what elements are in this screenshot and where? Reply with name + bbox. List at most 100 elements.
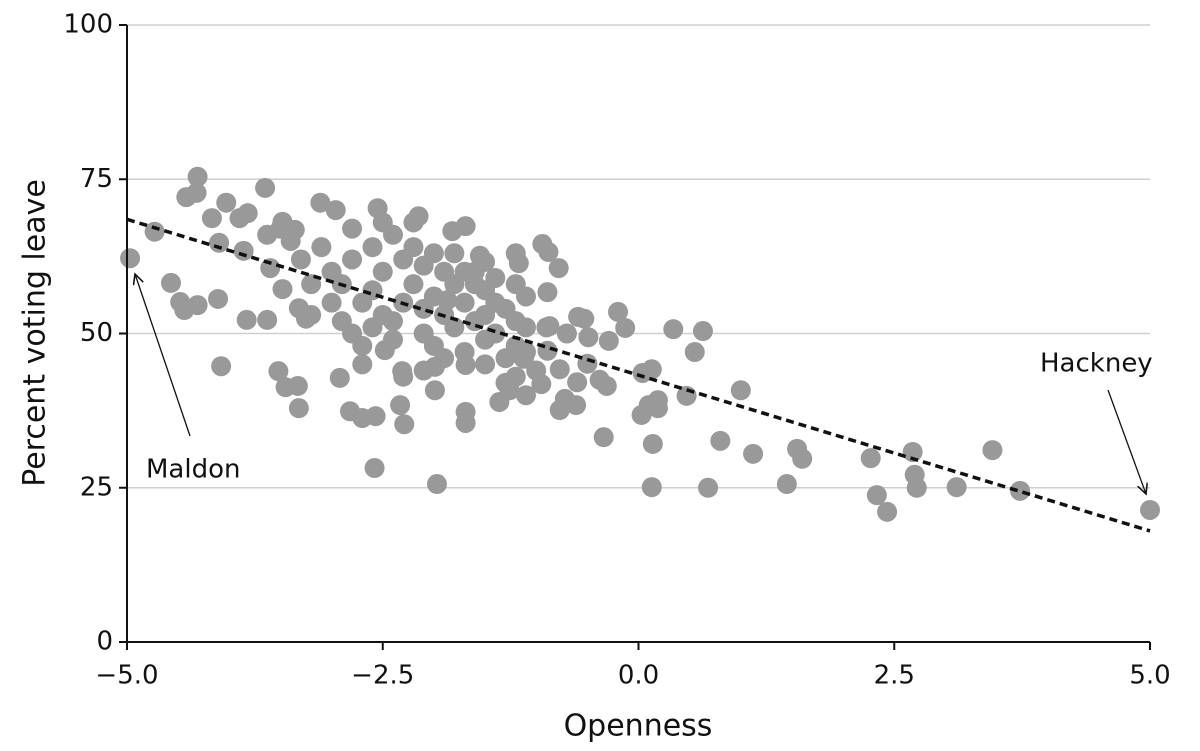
point <box>216 192 237 213</box>
x-tick-label: 2.5 <box>874 661 915 691</box>
point <box>593 427 614 448</box>
point <box>556 323 577 344</box>
point <box>393 366 414 387</box>
point <box>311 237 332 258</box>
point <box>508 253 529 274</box>
y-tick-label: 25 <box>80 472 113 502</box>
point <box>403 274 424 295</box>
point <box>233 240 254 261</box>
y-tick-label: 75 <box>80 164 113 194</box>
point <box>567 372 588 393</box>
point <box>792 448 813 469</box>
point <box>187 295 208 316</box>
point <box>475 304 496 325</box>
point <box>515 342 536 363</box>
point <box>730 380 751 401</box>
y-tick-label: 50 <box>80 318 113 348</box>
point <box>426 474 447 495</box>
point <box>301 274 322 295</box>
annotation: Maldon <box>146 455 240 485</box>
overlay: 0 25 50 75 100 −5.0 −2.5 0.0 2.5 5.0 <box>63 10 1170 691</box>
point <box>352 335 373 356</box>
point <box>272 279 293 300</box>
point <box>475 329 496 350</box>
point <box>329 367 350 388</box>
y-tick-label: 0 <box>96 627 113 657</box>
point <box>209 232 230 253</box>
point <box>1010 480 1031 501</box>
point <box>187 166 208 187</box>
point <box>321 292 342 313</box>
point <box>515 385 536 406</box>
points <box>120 166 1160 522</box>
point <box>413 360 434 381</box>
point <box>211 356 232 377</box>
point <box>362 237 383 258</box>
point <box>455 412 476 433</box>
x-axis-label: Openness <box>564 709 713 744</box>
y-axis-label: Percent voting leave <box>18 179 53 487</box>
point <box>372 261 393 282</box>
point <box>615 317 636 338</box>
point <box>287 375 308 396</box>
point <box>946 477 967 498</box>
point <box>902 441 923 462</box>
point <box>698 477 719 498</box>
point <box>342 218 363 239</box>
point <box>365 406 386 427</box>
point <box>352 354 373 375</box>
point <box>866 485 887 506</box>
point <box>578 327 599 348</box>
point <box>403 212 424 233</box>
grid <box>127 24 1150 643</box>
point <box>434 261 455 282</box>
point <box>120 248 141 269</box>
point <box>394 414 415 435</box>
point <box>505 311 526 332</box>
point <box>413 298 434 319</box>
point <box>160 272 181 293</box>
point <box>1140 499 1160 520</box>
point <box>776 474 797 495</box>
point <box>566 395 587 416</box>
point <box>444 243 465 264</box>
point <box>423 243 444 264</box>
point <box>743 443 764 464</box>
point <box>208 288 229 309</box>
point <box>290 249 311 270</box>
point <box>454 292 475 313</box>
point <box>505 274 526 295</box>
point <box>255 177 276 198</box>
point <box>692 321 713 342</box>
point <box>577 353 598 374</box>
point <box>877 501 898 522</box>
point <box>526 360 547 381</box>
point <box>342 249 363 270</box>
point <box>538 242 559 263</box>
point <box>444 317 465 338</box>
point <box>641 477 662 498</box>
x-tick-label: −5.0 <box>95 661 158 691</box>
x-tick-label: −2.5 <box>351 661 414 691</box>
annotation: Hackney <box>1040 349 1153 379</box>
point <box>574 308 595 329</box>
point <box>647 398 668 419</box>
point <box>598 330 619 351</box>
point <box>641 359 662 380</box>
point <box>537 282 558 303</box>
annotation-arrow <box>1107 389 1146 494</box>
point <box>382 329 403 350</box>
x-tick-label: 0.0 <box>618 661 659 691</box>
point <box>424 380 445 401</box>
point <box>325 200 346 221</box>
point <box>982 440 1003 461</box>
y-tick-label: 100 <box>63 10 113 40</box>
point <box>372 304 393 325</box>
point <box>642 433 663 454</box>
point <box>237 203 258 224</box>
point <box>310 192 331 213</box>
point <box>288 398 309 419</box>
point <box>236 309 257 330</box>
point <box>663 319 684 340</box>
